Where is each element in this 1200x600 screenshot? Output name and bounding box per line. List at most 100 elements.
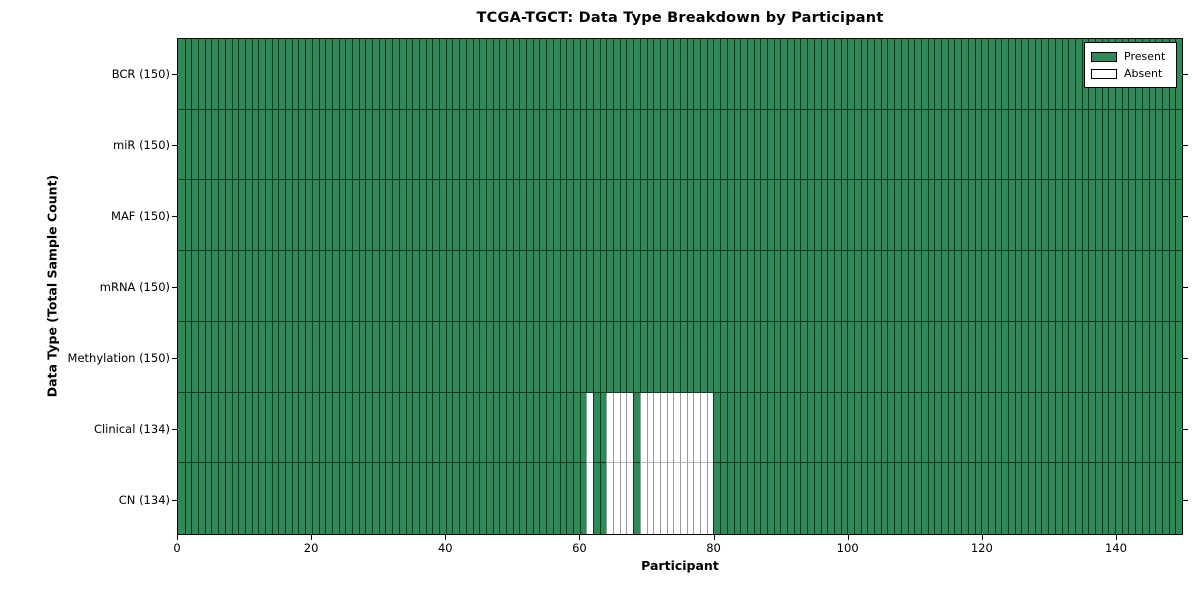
heatmap-cell [539,463,547,535]
heatmap-cell [1061,251,1069,322]
heatmap-cell [706,392,714,464]
heatmap-cell [974,463,982,535]
heatmap-cell [258,39,265,110]
heatmap-cell [546,180,553,252]
heatmap-cell [198,251,205,322]
heatmap-cell [659,180,667,252]
heatmap-cell [1161,180,1169,252]
heatmap-cell [385,180,393,252]
heatmap-cell [646,39,654,110]
heatmap-cell [619,251,627,322]
heatmap-cell [693,251,701,322]
heatmap-cell [398,321,406,393]
heatmap-cell [1128,109,1136,181]
heatmap-cell [566,321,573,393]
heatmap-cell [626,321,634,393]
heatmap-cell [646,251,654,322]
heatmap-cell [244,39,252,110]
heatmap-cell [606,180,614,252]
heatmap-cell [331,392,339,464]
heatmap-cell [900,463,908,535]
heatmap-cell [365,321,373,393]
heatmap-cell [1101,463,1109,535]
heatmap-cell [1094,392,1102,464]
heatmap-cell [646,109,654,181]
heatmap-cell [746,39,754,110]
heatmap-cell [211,463,219,535]
heatmap-cell [733,251,741,322]
heatmap-cell [894,463,901,535]
heatmap-cell [954,392,962,464]
heatmap-cell [753,109,761,181]
heatmap-cell [425,463,433,535]
heatmap-cell [238,109,245,181]
heatmap-cell [345,251,353,322]
heatmap-cell [532,251,540,322]
heatmap-cell [579,321,587,393]
heatmap-cell [1034,392,1042,464]
heatmap-cell [746,180,754,252]
heatmap-cell [546,392,553,464]
heatmap-cell [218,321,225,393]
heatmap-cell [646,463,654,535]
heatmap-cell [338,109,346,181]
x-tick-label: 0 [173,541,181,555]
heatmap-cell [800,321,808,393]
heatmap-cell [579,39,587,110]
heatmap-cell [854,321,861,393]
heatmap-row [178,39,1182,110]
heatmap-cell [639,463,647,535]
heatmap-cell [833,180,841,252]
heatmap-cell [693,463,701,535]
heatmap-cell [1054,392,1062,464]
heatmap-cell [445,321,453,393]
heatmap-cell [231,463,239,535]
heatmap-cell [987,39,995,110]
heatmap-cell [927,463,935,535]
heatmap-cell [244,392,252,464]
heatmap-cell [706,39,714,110]
heatmap-cell [666,180,674,252]
heatmap-cell [854,109,861,181]
heatmap-cell [378,180,386,252]
heatmap-cell [184,321,192,393]
heatmap-cell [178,463,185,535]
heatmap-cell [599,392,607,464]
heatmap-cell [907,109,915,181]
heatmap-cell [358,321,366,393]
heatmap-cell [1021,180,1029,252]
heatmap-cell [244,251,252,322]
heatmap-cell [1001,463,1008,535]
heatmap-cell [787,251,794,322]
heatmap-cell [659,463,667,535]
heatmap-cell [526,180,533,252]
heatmap-cell [773,251,781,322]
heatmap-cell [251,180,259,252]
heatmap-cell [505,392,513,464]
heatmap-cell [311,180,319,252]
heatmap-cell [961,180,968,252]
heatmap-cell [1034,39,1042,110]
heatmap-cell [686,463,694,535]
heatmap-cell [833,392,841,464]
heatmap-cell [693,39,701,110]
heatmap-cell [425,321,433,393]
heatmap-cell [693,321,701,393]
heatmap-cell [874,109,881,181]
heatmap-cell [974,392,982,464]
heatmap-cell [365,251,373,322]
heatmap-cell [579,392,587,464]
heatmap-cell [258,109,265,181]
heatmap-cell [720,180,727,252]
heatmap-cell [271,463,279,535]
heatmap-cell [425,39,433,110]
heatmap-cell [1115,180,1122,252]
heatmap-cell [479,251,486,322]
heatmap-cell [311,321,319,393]
heatmap-cell [894,39,901,110]
heatmap-cell [1148,463,1156,535]
heatmap-cell [927,251,935,322]
heatmap-cell [459,463,466,535]
heatmap-cell [907,180,915,252]
heatmap-cell [981,463,988,535]
